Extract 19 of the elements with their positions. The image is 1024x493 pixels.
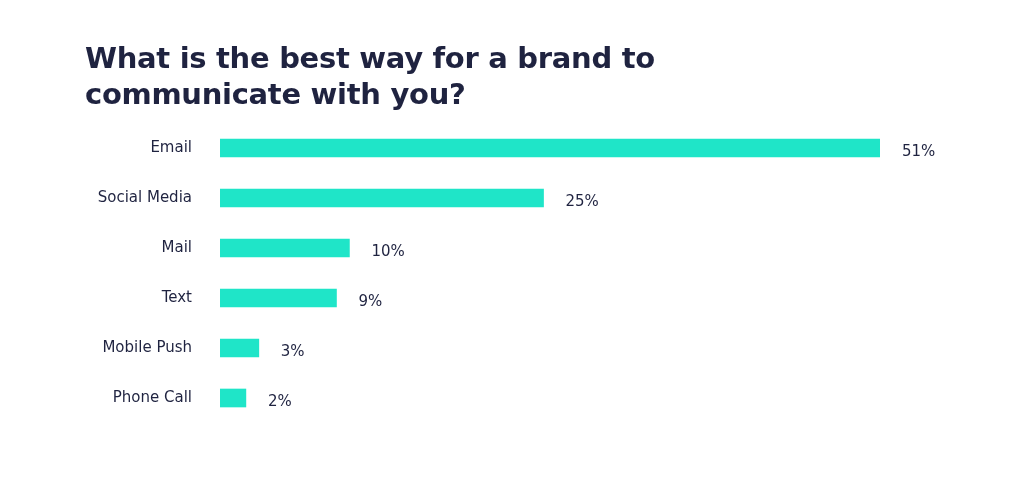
bar [220, 188, 544, 208]
y-tick-label: Mail [161, 237, 192, 256]
y-tick-label: Mobile Push [102, 337, 192, 356]
data-label: 51% [902, 141, 936, 160]
data-label: 3% [280, 341, 305, 360]
y-tick-label: Social Media [97, 187, 192, 206]
chart-title: What is the best way for a brand to communicate with you? [85, 40, 656, 112]
bar [220, 388, 247, 408]
bar [220, 338, 260, 358]
data-label: 25% [565, 191, 599, 210]
data-label: 2% [267, 391, 292, 410]
bar [220, 288, 337, 308]
bar [220, 138, 880, 158]
y-tick-label: Text [160, 287, 193, 306]
data-label: 10% [371, 241, 405, 260]
bar [220, 238, 350, 258]
y-tick-label: Email [150, 137, 192, 156]
data-label: 9% [358, 291, 383, 310]
y-tick-label: Phone Call [112, 387, 192, 406]
